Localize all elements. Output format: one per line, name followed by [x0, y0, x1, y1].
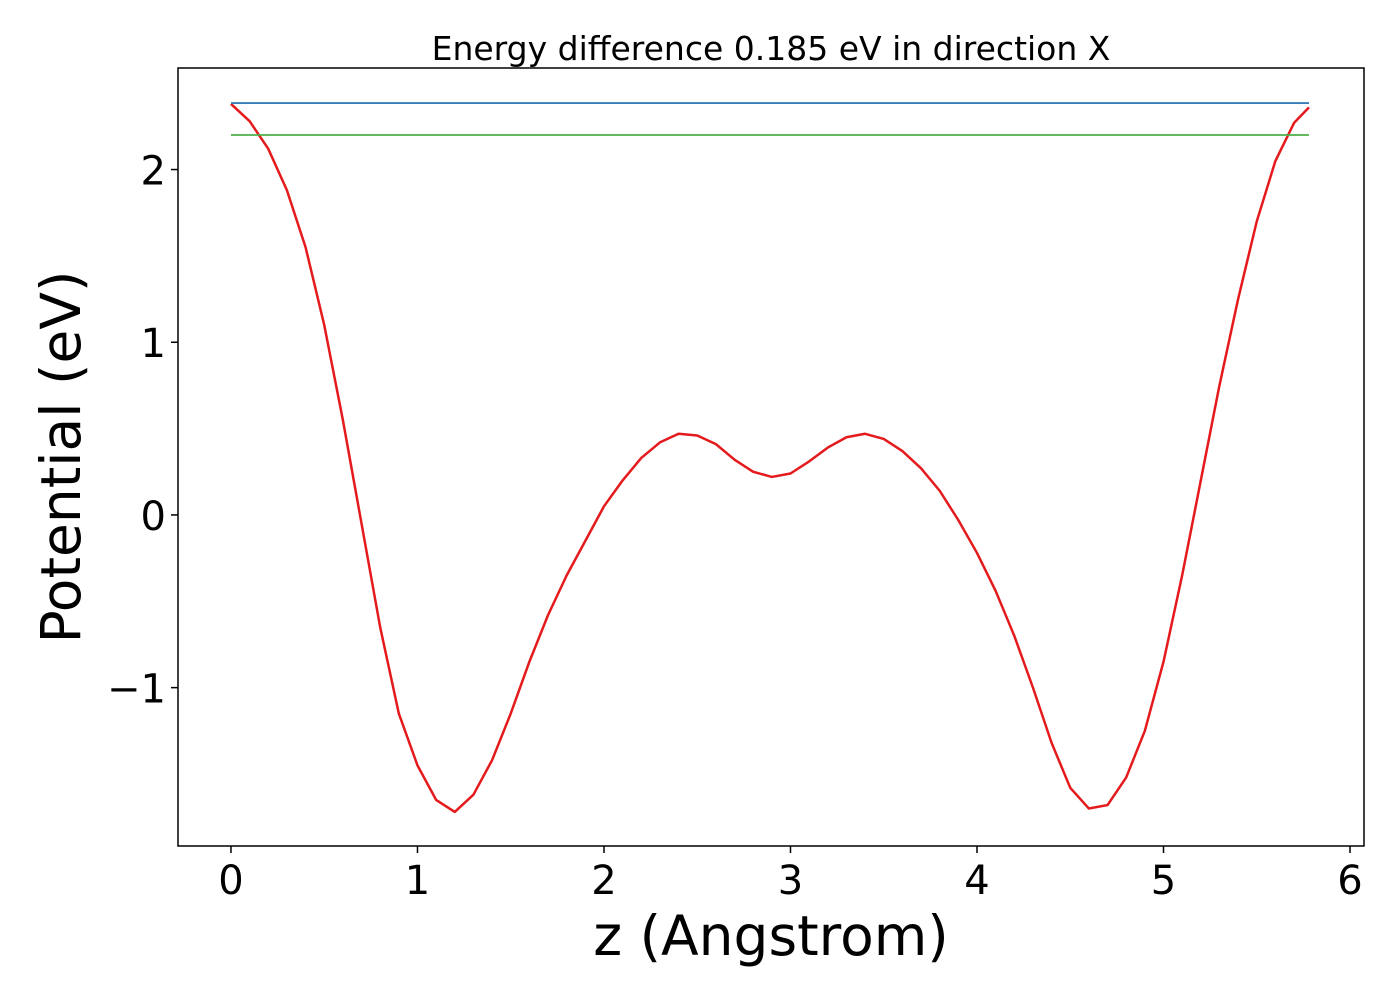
x-tick-label: 3 — [778, 858, 803, 904]
line-series — [230, 103, 1310, 814]
x-tick-label: 5 — [1151, 858, 1176, 904]
x-tick-label: 2 — [591, 858, 616, 904]
x-tick-label: 4 — [964, 858, 989, 904]
x-axis-label: z (Angstrom) — [593, 904, 949, 968]
y-axis-label: Potential (eV) — [29, 271, 93, 644]
plot-frame — [177, 67, 1365, 847]
y-tick-label: 1 — [141, 321, 166, 367]
y-tick-label: 2 — [141, 149, 166, 195]
x-tick-label: 1 — [405, 858, 430, 904]
y-tick-label: −1 — [107, 667, 166, 713]
y-tick-label: 0 — [141, 494, 166, 540]
x-tick-label: 6 — [1337, 858, 1362, 904]
x-tick-label: 0 — [218, 858, 243, 904]
chart-title: Energy difference 0.185 eV in direction … — [432, 29, 1111, 68]
